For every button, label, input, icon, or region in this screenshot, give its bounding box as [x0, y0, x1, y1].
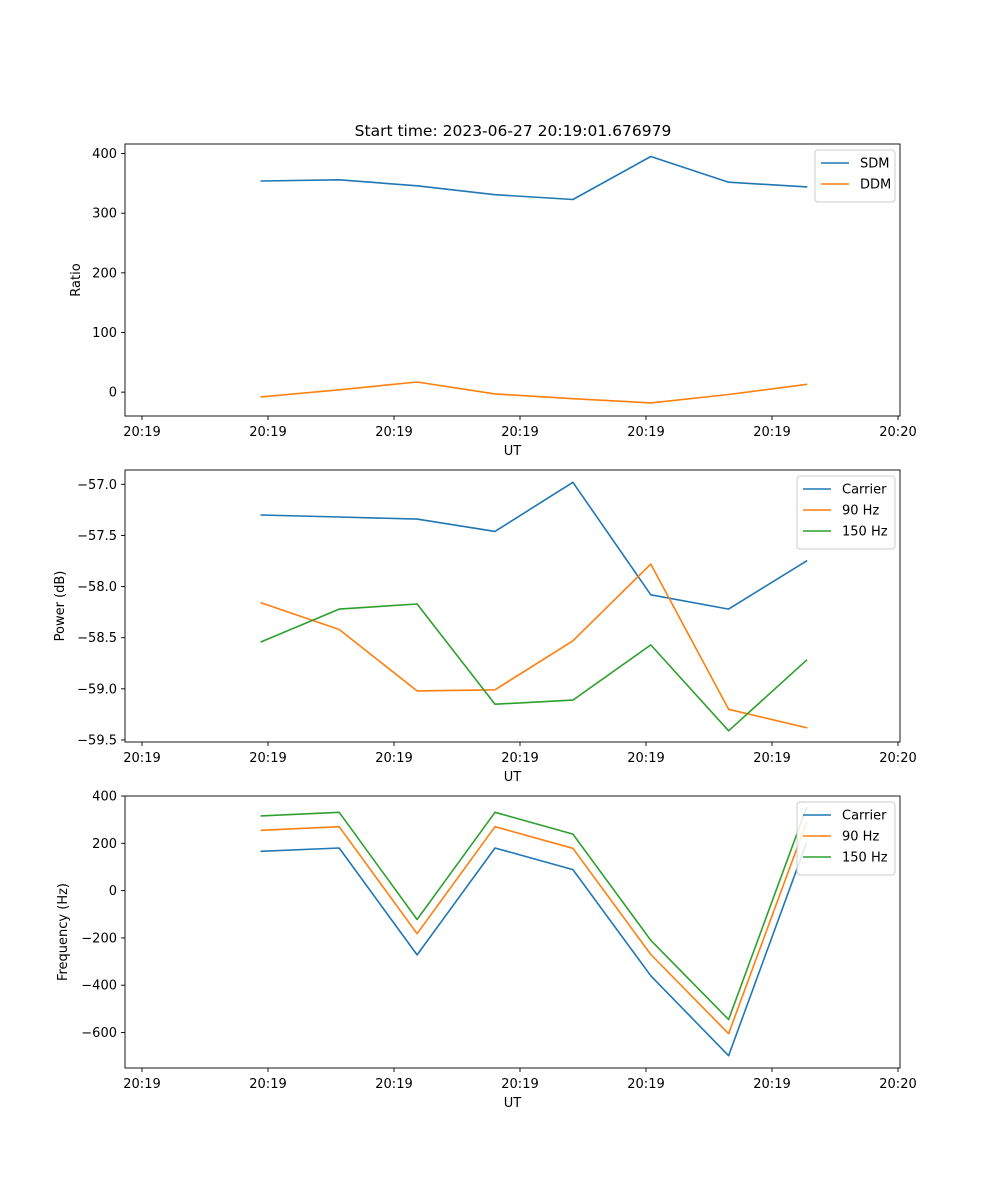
axes-frame-3 — [124, 795, 901, 1069]
axes-frame-1 — [124, 143, 901, 417]
x-tick-label-1-3: 20:19 — [375, 425, 412, 440]
y-tick-label-1-4: 300 — [92, 207, 117, 222]
y-axis-label-2: Power (dB) — [53, 571, 68, 642]
series-line-1-2 — [260, 381, 808, 404]
legend-label-3-3: 150 Hz — [842, 851, 888, 866]
x-tick-label-1-7: 20:20 — [879, 425, 916, 440]
x-tick-label-2-7: 20:20 — [879, 751, 916, 766]
legend-label-1-1: SDM — [860, 157, 889, 172]
figure-title: Start time: 2023-06-27 20:19:01.676979 — [355, 122, 672, 140]
x-axis-label-3: UT — [504, 1096, 522, 1111]
axes-frame-2 — [124, 469, 901, 743]
y-tick-label-1-3: 200 — [92, 266, 117, 281]
x-axis-label-1: UT — [504, 444, 522, 459]
x-tick-label-3-7: 20:20 — [879, 1077, 916, 1092]
x-tick-label-3-3: 20:19 — [375, 1077, 412, 1092]
x-tick-label-2-4: 20:19 — [501, 751, 538, 766]
y-tick-label-1-1: 0 — [109, 386, 117, 401]
series-line-3-3 — [260, 806, 808, 1021]
y-tick-label-3-5: 200 — [92, 837, 117, 852]
series-line-2-1 — [260, 481, 808, 610]
x-tick-label-1-4: 20:19 — [501, 425, 538, 440]
legend-1: SDM DDM — [814, 149, 896, 203]
y-tick-label-3-3: −200 — [81, 931, 117, 946]
x-tick-label-2-3: 20:19 — [375, 751, 412, 766]
legend-label-2-2: 90 Hz — [842, 504, 879, 519]
x-tick-label-1-2: 20:19 — [249, 425, 286, 440]
x-tick-label-1-6: 20:19 — [753, 425, 790, 440]
series-line-3-1 — [260, 841, 808, 1057]
y-tick-label-3-4: 0 — [109, 884, 117, 899]
y-tick-label-1-5: 400 — [92, 147, 117, 162]
y-tick-label-2-5: −57.5 — [77, 529, 117, 544]
y-tick-label-2-2: −59.0 — [77, 682, 117, 697]
x-tick-label-3-4: 20:19 — [501, 1077, 538, 1092]
x-axis-label-2: UT — [504, 770, 522, 785]
legend-label-3-1: Carrier — [842, 809, 887, 824]
y-tick-label-2-6: −57.0 — [77, 478, 117, 493]
legend-label-2-3: 150 Hz — [842, 525, 888, 540]
subplot-2: 20:19 20:19 20:19 20:19 20:19 20:19 20:20 −59.5… — [53, 469, 917, 785]
y-tick-label-2-1: −59.5 — [77, 733, 117, 748]
x-tick-label-3-5: 20:19 — [627, 1077, 664, 1092]
x-tick-label-3-2: 20:19 — [249, 1077, 286, 1092]
series-line-2-2 — [260, 563, 808, 729]
subplot-3: 20:19 20:19 20:19 20:19 20:19 20:19 20:20 −600 −… — [56, 790, 917, 1112]
y-tick-label-1-2: 100 — [92, 326, 117, 341]
y-axis-label-1: Ratio — [69, 263, 84, 296]
legend-3: Carrier 90 Hz 150 Hz — [796, 801, 896, 876]
x-tick-label-2-6: 20:19 — [753, 751, 790, 766]
legend-label-3-2: 90 Hz — [842, 830, 879, 845]
x-tick-label-2-5: 20:19 — [627, 751, 664, 766]
series-line-2-3 — [260, 603, 808, 732]
x-tick-label-2-1: 20:19 — [123, 751, 160, 766]
series-line-1-1 — [260, 155, 808, 201]
legend-label-2-1: Carrier — [842, 483, 887, 498]
y-tick-label-2-4: −58.0 — [77, 580, 117, 595]
subplot-1: 20:19 20:19 20:19 20:19 20:19 20:19 20:20 0 100 2… — [69, 143, 917, 459]
x-tick-label-2-2: 20:19 — [249, 751, 286, 766]
x-tick-label-1-5: 20:19 — [627, 425, 664, 440]
x-tick-label-1-1: 20:19 — [123, 425, 160, 440]
y-tick-label-3-1: −600 — [81, 1026, 117, 1041]
y-tick-label-3-6: 400 — [92, 790, 117, 805]
legend-2: Carrier 90 Hz 150 Hz — [796, 475, 896, 550]
y-tick-label-2-3: −58.5 — [77, 631, 117, 646]
y-axis-label-3: Frequency (Hz) — [56, 883, 71, 981]
x-tick-label-3-6: 20:19 — [753, 1077, 790, 1092]
legend-label-1-2: DDM — [860, 178, 891, 193]
series-line-3-2 — [260, 821, 808, 1035]
x-tick-label-3-1: 20:19 — [123, 1077, 160, 1092]
y-tick-label-3-2: −400 — [81, 979, 117, 994]
